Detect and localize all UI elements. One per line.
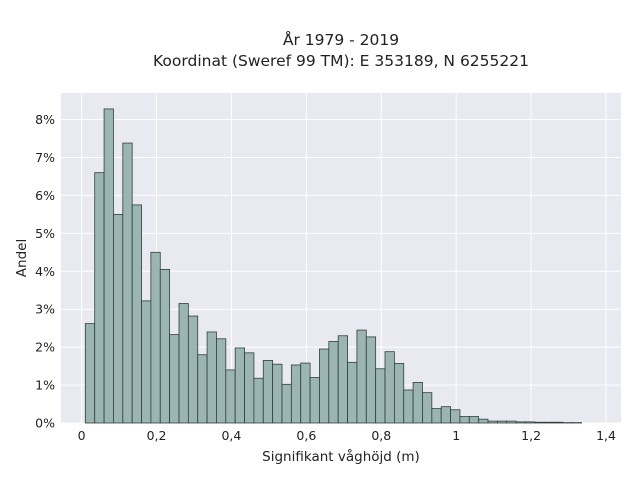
bars-group [84, 108, 583, 424]
histogram-bar [206, 331, 217, 424]
x-axis-label: Signifikant våghöjd (m) [262, 448, 420, 465]
y-tick-label: 7% [35, 150, 55, 165]
histogram-bar [187, 315, 199, 424]
histogram-bar [234, 347, 245, 424]
histogram-bar [431, 408, 442, 424]
histogram-bar [384, 351, 395, 424]
histogram-bar [468, 416, 480, 424]
histogram-bar [262, 360, 274, 424]
histogram-bar [450, 409, 461, 424]
histogram-bar [178, 303, 189, 424]
histogram-bar [300, 362, 311, 424]
histogram-bar [159, 268, 171, 424]
histogram-bar [84, 323, 96, 424]
y-tick-label: 4% [35, 264, 55, 279]
x-tick-label: 1,4 [596, 428, 616, 443]
y-tick-label: 2% [35, 340, 55, 355]
histogram-bar [365, 336, 377, 424]
histogram-bar [141, 300, 152, 424]
histogram-bar [534, 421, 545, 424]
histogram-bar [122, 142, 133, 424]
x-tick-label: 1,2 [521, 428, 541, 443]
histogram-bar [487, 420, 498, 424]
histogram-bar [253, 377, 264, 424]
histogram-bar [393, 363, 405, 424]
chart-subtitle: Koordinat (Sweref 99 TM): E 353189, N 62… [153, 52, 529, 70]
y-tick-label: 3% [35, 302, 55, 317]
histogram-bar [94, 172, 105, 424]
histogram-bar [403, 389, 414, 424]
chart-title: År 1979 - 2019 [283, 30, 399, 49]
histogram-bar [272, 363, 283, 424]
histogram-bar [150, 251, 161, 424]
histogram-bar [496, 420, 508, 424]
histogram-bar [309, 377, 320, 424]
histogram-bar [515, 421, 526, 424]
histogram-bar [197, 354, 208, 424]
histogram-bar [169, 334, 180, 424]
histogram-bar [290, 364, 302, 424]
histogram-bar [225, 369, 236, 424]
y-tick-label: 8% [35, 112, 55, 127]
x-tick-label: 0,8 [371, 428, 391, 443]
histogram-bar [459, 416, 470, 424]
y-tick-labels: 0% 1% 2% 3% 4% 5% 6% 7% 8% [35, 112, 55, 430]
y-tick-label: 5% [35, 226, 55, 241]
histogram-bar [543, 421, 554, 424]
y-tick-label: 0% [35, 416, 55, 431]
x-tick-labels: 0 0,2 0,4 0,6 0,8 1 1,2 1,4 [78, 428, 616, 443]
x-tick-label: 0,6 [296, 428, 316, 443]
histogram-bar [422, 392, 433, 424]
x-tick-label: 0,2 [147, 428, 167, 443]
histogram-bar [525, 421, 536, 424]
histogram-bar [553, 421, 564, 424]
histogram-bar [347, 361, 358, 424]
histogram-bar [244, 352, 255, 424]
histogram-bar [103, 108, 114, 424]
histogram-bar [113, 213, 124, 424]
histogram-bar [440, 406, 451, 424]
y-axis-label: Andel [14, 239, 30, 277]
histogram-bar [412, 382, 423, 424]
histogram-bar [281, 383, 292, 424]
histogram-bar [375, 368, 386, 424]
x-tick-label: 1 [452, 428, 460, 443]
x-tick-label: 0,4 [221, 428, 241, 443]
histogram-bar [506, 420, 517, 424]
y-tick-label: 6% [35, 188, 55, 203]
y-tick-label: 1% [35, 378, 55, 393]
x-tick-label: 0 [78, 428, 86, 443]
histogram-bar [356, 329, 367, 424]
histogram-bar [328, 341, 339, 424]
histogram-bar [319, 348, 330, 424]
histogram-bar [131, 204, 142, 424]
histogram-bar [216, 338, 227, 424]
histogram-bar [337, 335, 348, 424]
histogram-bar [478, 418, 489, 424]
